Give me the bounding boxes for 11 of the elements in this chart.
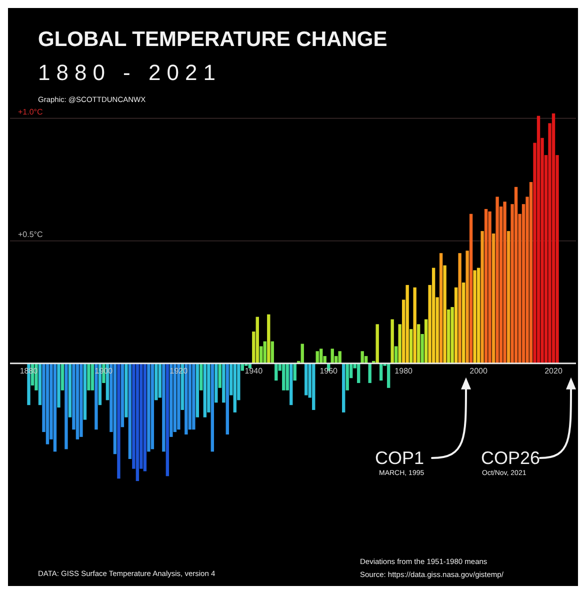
- x-tick-label: 2020: [544, 366, 563, 376]
- x-tick-label: 1960: [320, 366, 338, 376]
- x-tick-label: 1940: [244, 366, 264, 376]
- x-tick-label: 1980: [394, 366, 414, 376]
- y-tick-label: +1.0°C: [18, 107, 43, 116]
- y-tick-label: +0.5°C: [18, 230, 43, 239]
- annotation: COP26: [481, 448, 540, 468]
- x-tick-label: 2000: [470, 366, 488, 376]
- text: GLOBAL TEMPERATURE CHANGE: [38, 28, 388, 51]
- annotation: COP1: [375, 448, 424, 468]
- text: 1880 - 2021: [38, 60, 222, 85]
